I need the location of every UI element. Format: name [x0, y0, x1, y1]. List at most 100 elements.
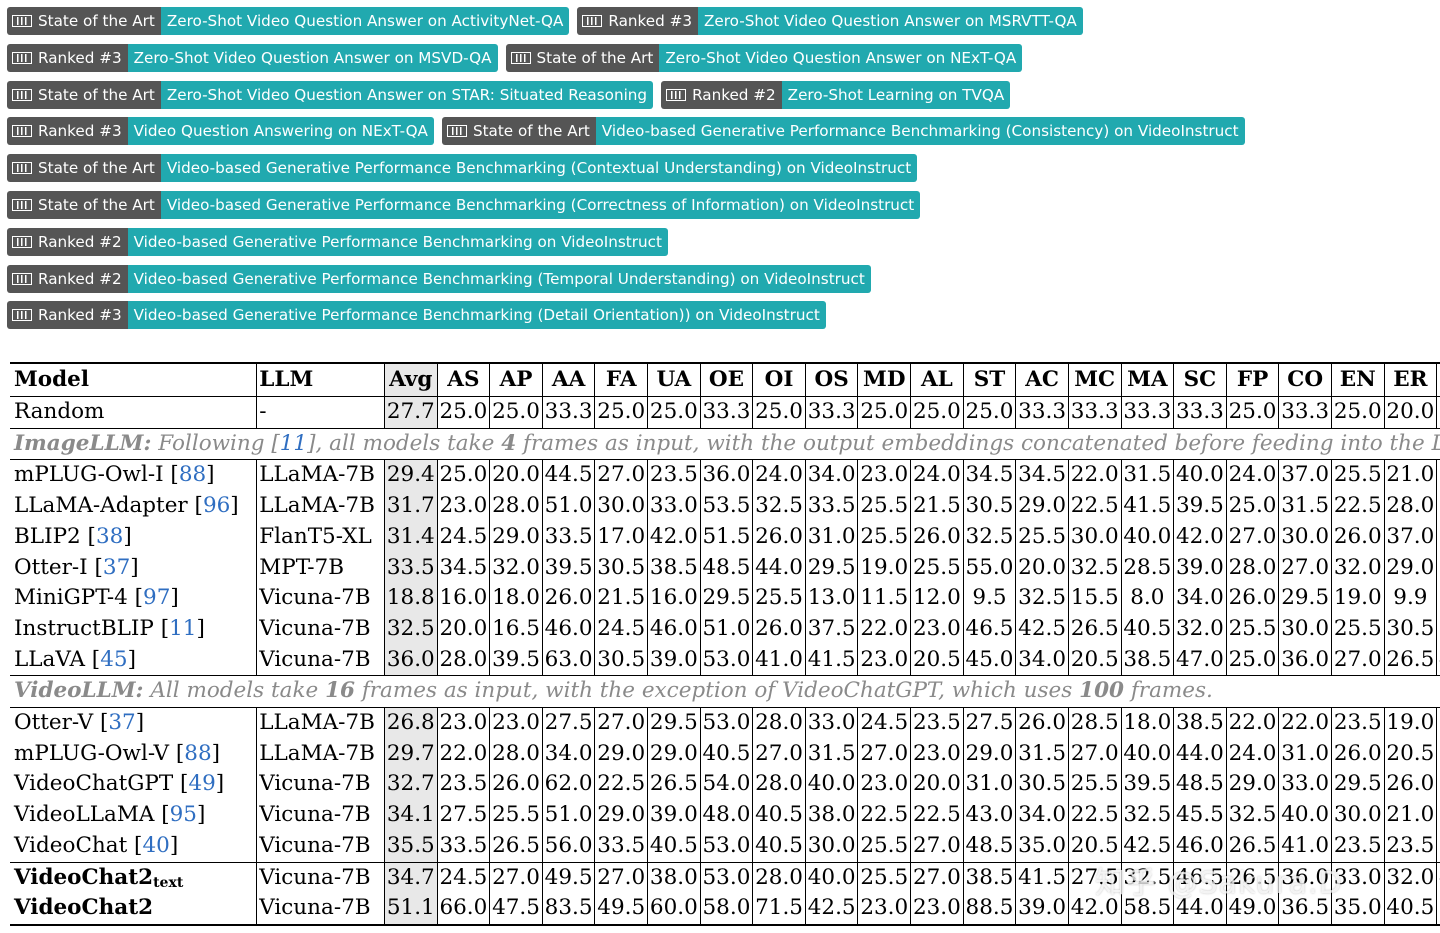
score-cell: 34.0 — [1173, 583, 1227, 614]
badge-task-label: Video-based Generative Performance Bench… — [127, 227, 668, 256]
model-name: VideoChatGPT [49] — [14, 771, 225, 797]
score-cell: 30.5 — [594, 552, 648, 584]
citation-link[interactable]: 11 — [169, 615, 197, 641]
benchmark-badge[interactable]: Ranked #3 Zero-Shot Video Question Answer… — [577, 7, 1083, 35]
chart-bars-icon — [12, 162, 32, 175]
score-cell: 46.0 — [647, 613, 701, 645]
score-cell: 15.5 — [1067, 583, 1122, 614]
llm-name: LLaMA-7B — [256, 459, 385, 492]
score-cell: 23.5 — [1383, 830, 1437, 863]
benchmark-badge[interactable]: Ranked #3 Zero-Shot Video Question Answer… — [7, 43, 498, 72]
score-cell: 25.5 — [910, 552, 964, 584]
benchmark-badge[interactable]: Ranked #3 Video Question Answering on NEx… — [7, 117, 434, 146]
score-cell: 25.0 — [1225, 491, 1279, 522]
score-cell: 30.0 — [804, 830, 858, 863]
score-cell: 25.5 — [857, 861, 911, 894]
score-cell: 53.0 — [699, 830, 753, 863]
citation-link[interactable]: 37 — [102, 554, 131, 580]
score-cell: 22.0 — [857, 613, 911, 645]
badge-task-label: Zero-Shot Video Question Answer on NExT-… — [659, 43, 1023, 72]
score-cell: 44.0 — [752, 552, 806, 584]
citation-link[interactable]: 95 — [169, 802, 197, 828]
benchmark-badge[interactable]: Ranked #2 Zero-Shot Learning on TVQA — [661, 80, 1011, 109]
score-cell: 27.5 — [541, 707, 595, 739]
caption-text: ImageLLM: — [14, 430, 152, 456]
model-name: mPLUG-Owl-V [88] — [14, 740, 221, 766]
score-cell: 27.0 — [489, 861, 543, 894]
score-cell: 20.0 — [489, 459, 543, 492]
model-label: LLaMA-Adapter — [14, 493, 188, 519]
score-cell: 23.0 — [857, 893, 911, 926]
column-header: MC — [1067, 363, 1122, 397]
score-cell: 39.5 — [1120, 769, 1174, 801]
benchmark-badge[interactable]: State of the Art Video-based Generative P… — [441, 117, 1245, 146]
citation-link[interactable]: 88 — [184, 740, 212, 766]
badge-rank: State of the Art — [441, 117, 596, 146]
score-cell: 25.5 — [1225, 613, 1279, 645]
benchmark-badge[interactable]: Ranked #2 Video-based Generative Performa… — [7, 264, 871, 293]
score-cell: 36.0 — [699, 459, 753, 492]
score-cell: 33.5 — [541, 521, 595, 553]
score-cell: 30.0 — [594, 491, 648, 522]
score-cell: 40.5 — [647, 830, 701, 863]
benchmark-badge[interactable]: State of the Art Video-based Generative P… — [7, 190, 921, 219]
score-cell: 32.5 — [1120, 800, 1174, 831]
column-header: AL — [910, 363, 964, 397]
model-label: Random — [14, 399, 105, 424]
citation-link[interactable]: 88 — [178, 462, 207, 488]
benchmark-badge[interactable]: Ranked #3 Video-based Generative Performa… — [7, 301, 826, 330]
citation-link[interactable]: 38 — [95, 523, 124, 549]
score-cell: 27.7 — [383, 396, 438, 429]
score-cell: 32.5 — [383, 613, 438, 645]
llm-name: LLaMA-7B — [256, 738, 385, 770]
chart-bars-icon — [12, 198, 32, 211]
score-cell: 28.5 — [1120, 552, 1174, 584]
score-cell: 32.0 — [1173, 613, 1227, 645]
score-cell: 23.0 — [857, 769, 911, 801]
column-header: AC — [1015, 363, 1069, 397]
llm-name: Vicuna-7B — [256, 644, 385, 676]
score-cell: 20.0 — [1015, 552, 1069, 584]
badge-rank-label: State of the Art — [472, 122, 590, 141]
score-cell: 25.0 — [857, 396, 911, 429]
score-cell: 27.0 — [752, 738, 806, 770]
benchmark-badge[interactable]: State of the Art Zero-Shot Video Question… — [7, 80, 654, 109]
model-label: LLaVA — [14, 646, 85, 672]
score-cell: 42.0 — [1173, 521, 1227, 553]
score-cell: 40.5 — [1120, 613, 1174, 645]
score-cell: 23.0 — [910, 893, 964, 926]
benchmark-badge[interactable]: Ranked #2 Video-based Generative Performa… — [7, 227, 668, 256]
benchmark-badge[interactable]: State of the Art Video-based Generative P… — [7, 154, 918, 183]
model-subscript: text — [153, 874, 184, 891]
score-cell: 30.5 — [594, 644, 648, 676]
score-cell: 26.0 — [1330, 521, 1385, 553]
score-cell: 31.5 — [1278, 491, 1332, 522]
benchmark-badge[interactable]: State of the Art Zero-Shot Video Question… — [505, 43, 1023, 72]
llm-name: Vicuna-7B — [256, 769, 385, 801]
score-cell: 33.0 — [1278, 769, 1332, 801]
score-cell: 27.0 — [594, 707, 648, 739]
citation-link[interactable]: 96 — [202, 493, 231, 519]
citation-link[interactable]: 45 — [100, 646, 128, 672]
badge-task-label: Video-based Generative Performance Bench… — [127, 264, 871, 293]
score-cell: 22.5 — [1067, 800, 1122, 831]
group-caption: VideoLLM: All models take 16 frames as i… — [10, 675, 1440, 709]
badge-rank-label: Ranked #3 — [38, 48, 122, 67]
chart-bars-icon — [12, 272, 32, 285]
score-cell: 34.0 — [1015, 644, 1069, 676]
score-cell: 37.5 — [804, 613, 858, 645]
score-cell: 32.0 — [1383, 861, 1437, 894]
benchmark-badge[interactable]: State of the Art Zero-Shot Video Question… — [7, 7, 570, 35]
score-cell: 25.5 — [857, 830, 911, 863]
model-name: Otter-V [37] — [14, 710, 145, 736]
badge-rank-label: Ranked #3 — [608, 12, 692, 30]
chart-bars-icon — [510, 51, 531, 64]
citation-link[interactable]: 37 — [108, 710, 136, 736]
citation-link[interactable]: 40 — [142, 832, 170, 858]
citation-link[interactable]: 97 — [143, 585, 171, 611]
score-cell: 33.3 — [1015, 396, 1069, 429]
table-row: VideoChatGPT [49] Vicuna-7B 32.7 23.5 26.0 62… — [10, 769, 1440, 801]
score-cell: 40.0 — [1120, 738, 1174, 770]
citation-link[interactable]: 11 — [279, 430, 308, 456]
citation-link[interactable]: 49 — [188, 771, 216, 797]
